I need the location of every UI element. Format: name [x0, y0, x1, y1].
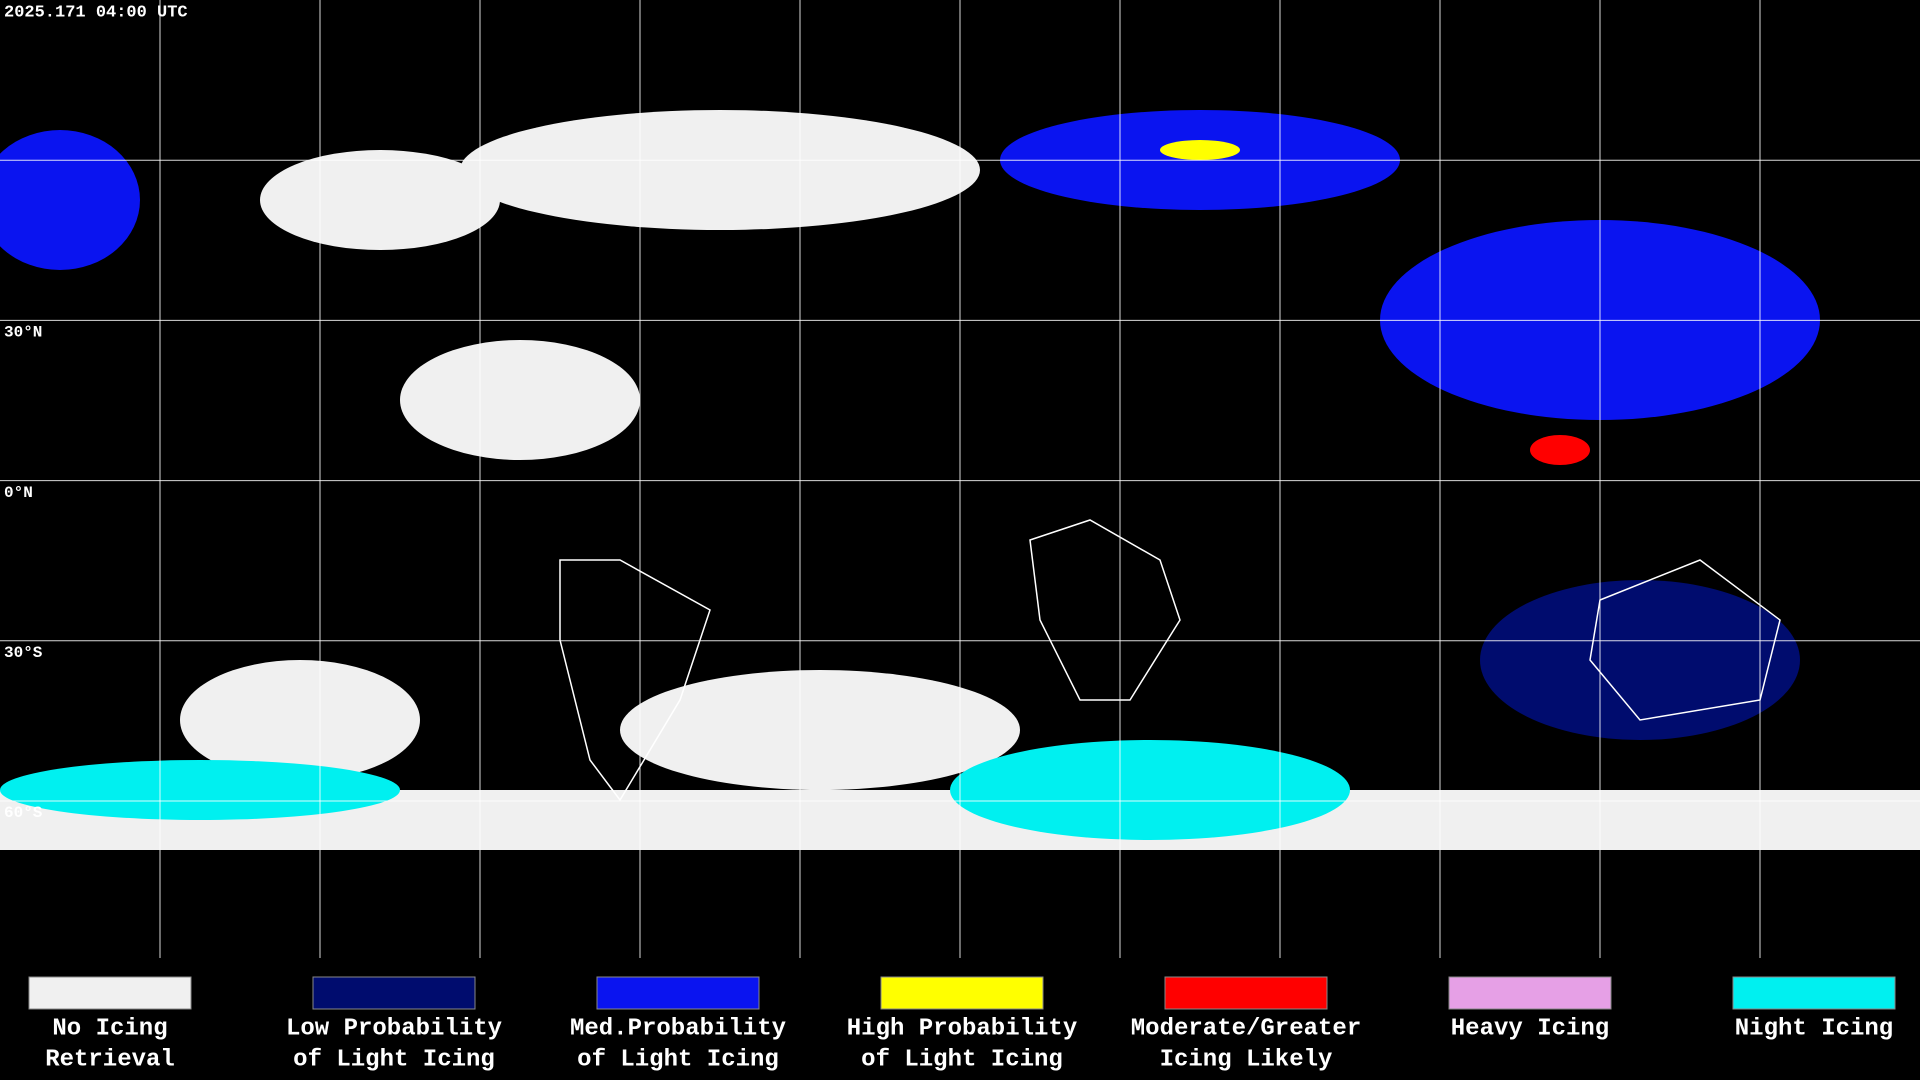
cloud: [180, 660, 420, 780]
legend-swatch: [880, 976, 1044, 1010]
legend-label: Icing Likely: [1160, 1046, 1333, 1073]
legend-label: No Icing: [52, 1015, 167, 1042]
legend-label: of Light Icing: [861, 1046, 1063, 1073]
icing-area: [1530, 435, 1590, 465]
latitude-label: 30°N: [4, 324, 42, 342]
legend-label: of Light Icing: [293, 1046, 495, 1073]
legend-swatch: [1164, 976, 1328, 1010]
legend-label: Heavy Icing: [1451, 1015, 1609, 1042]
legend-swatch: [1448, 976, 1612, 1010]
legend-swatch: [312, 976, 476, 1010]
icing-area: [1480, 580, 1800, 740]
cloud: [620, 670, 1020, 790]
legend-label: Med.Probability: [570, 1015, 786, 1042]
timestamp: 2025.171 04:00 UTC: [4, 3, 188, 22]
latitude-label: 60°S: [4, 804, 43, 822]
legend-swatch: [28, 976, 192, 1010]
icing-area: [0, 130, 140, 270]
latitude-label: 30°S: [4, 644, 43, 662]
legend-label: Low Probability: [286, 1015, 502, 1042]
coastline: [1029, 519, 1181, 701]
legend-swatch: [1732, 976, 1896, 1010]
night-icing: [950, 740, 1350, 840]
legend-swatch: [596, 976, 760, 1010]
icing-area: [1160, 140, 1240, 160]
legend: No Icing Retrieval Low Probability of Light…: [28, 976, 1896, 1073]
legend-label: of Light Icing: [577, 1046, 779, 1073]
legend-label: Night Icing: [1735, 1015, 1893, 1042]
latitude-label: 0°N: [4, 484, 33, 502]
cloud: [400, 340, 640, 460]
cloud: [460, 110, 980, 230]
night-icing: [0, 760, 400, 820]
graticule: [0, 0, 1920, 958]
legend-label: Retrieval: [45, 1046, 175, 1073]
legend-label: Moderate/Greater: [1131, 1015, 1361, 1042]
cloud: [260, 150, 500, 250]
legend-label: High Probability: [847, 1015, 1077, 1042]
latitude-labels: 30°N 0°N 30°S 60°S: [4, 324, 43, 823]
coastline: [559, 559, 711, 802]
